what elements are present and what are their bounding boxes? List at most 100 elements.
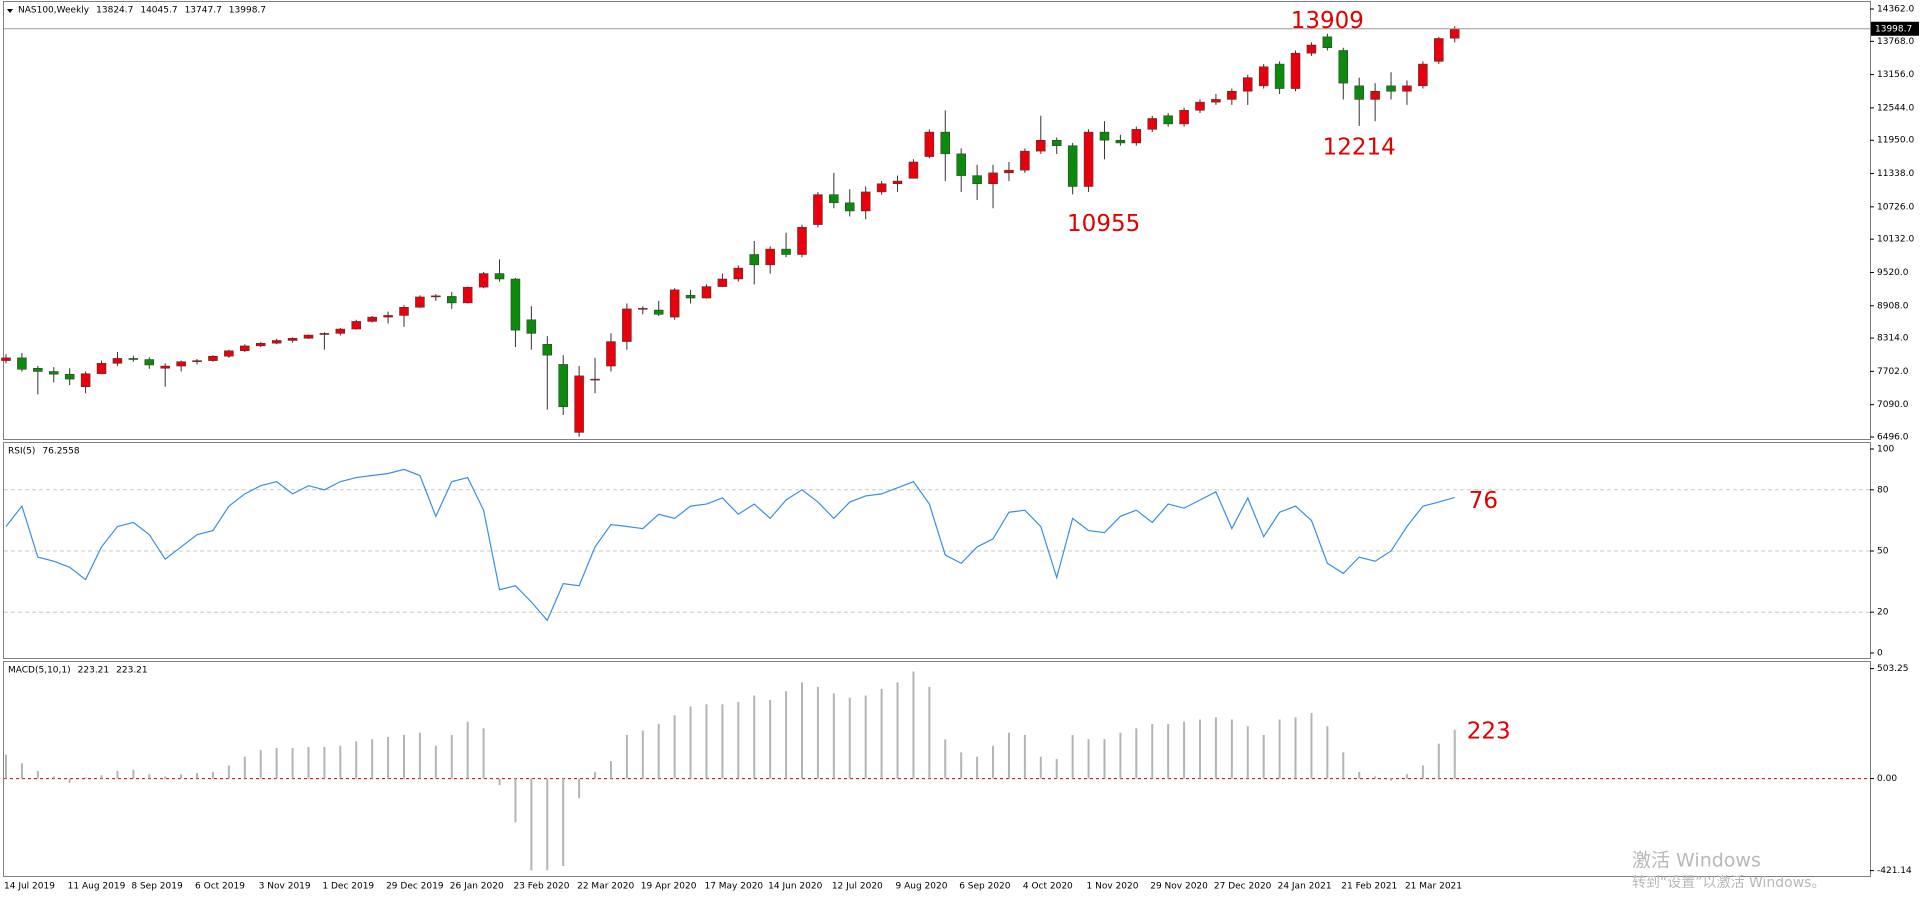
candle-body <box>1131 129 1142 144</box>
macd-bar <box>864 695 867 779</box>
y-tick-label: 10132.0 <box>1877 235 1914 245</box>
macd-bar <box>418 732 421 779</box>
macd-bar <box>1183 721 1186 779</box>
x-tick-label: 21 Feb 2021 <box>1341 882 1397 892</box>
candle-body <box>1115 139 1126 144</box>
macd-bar <box>1294 717 1297 779</box>
candle-body <box>431 295 441 298</box>
macd-bar <box>594 772 597 779</box>
candle-body <box>1099 131 1110 141</box>
candle-body <box>240 345 250 352</box>
candle-body <box>1322 36 1333 48</box>
candle-body <box>112 358 123 364</box>
candle-body <box>1227 91 1237 100</box>
x-tick-label: 21 Mar 2021 <box>1405 882 1462 892</box>
candle-body <box>1354 85 1364 100</box>
candle-body <box>303 334 314 339</box>
macd-bar <box>1326 726 1329 779</box>
macd-bar <box>1246 726 1249 779</box>
y-tick-label: 503.25 <box>1877 664 1909 674</box>
macd-bar <box>721 704 724 779</box>
macd-bar <box>609 761 612 779</box>
panel-header: 14045.7 <box>140 6 177 16</box>
candle-body <box>1274 63 1285 89</box>
candle-body <box>367 316 377 322</box>
y-tick-label: 9520.0 <box>1877 268 1909 278</box>
macd-bar <box>227 765 230 779</box>
macd-bar <box>148 774 151 779</box>
menu-icon[interactable] <box>7 9 13 13</box>
candle-body <box>1449 28 1460 39</box>
panel-header: 223.21 <box>116 666 148 676</box>
macd-bar <box>1453 729 1456 779</box>
candle-body <box>1067 145 1078 187</box>
macd-bar <box>1390 778 1393 781</box>
y-tick-label: 8908.0 <box>1877 301 1909 311</box>
x-tick-label: 1 Nov 2020 <box>1087 882 1139 892</box>
candle-body <box>255 342 266 347</box>
candle-body <box>685 295 696 299</box>
candle-body <box>908 161 919 179</box>
macd-bar <box>100 775 103 779</box>
y-tick-label: 0 <box>1877 649 1883 659</box>
candle-body <box>845 202 855 212</box>
macd-bar <box>1437 743 1440 779</box>
y-tick-label: 13156.0 <box>1877 70 1914 80</box>
macd-bar <box>1230 719 1233 779</box>
candle-body <box>208 356 218 361</box>
watermark: 激活 Windows <box>1632 850 1761 872</box>
candle-body <box>733 267 744 280</box>
candle-body <box>940 131 951 155</box>
candle-body <box>1004 169 1014 174</box>
macd-bar <box>753 695 756 779</box>
candle-body <box>622 308 632 342</box>
x-tick-label: 24 Jan 2021 <box>1278 882 1332 892</box>
y-tick-label: 10726.0 <box>1877 202 1914 212</box>
candle-body <box>80 373 91 387</box>
candle-body <box>590 378 600 381</box>
candle-body <box>860 191 871 212</box>
macd-bar <box>689 706 692 779</box>
candle-body <box>33 367 43 372</box>
annotation: 76 <box>1469 488 1498 514</box>
y-tick-label: 7702.0 <box>1877 367 1909 377</box>
macd-panel <box>3 661 1871 877</box>
candle-body <box>701 286 712 299</box>
watermark: 转到“设置”以激活 Windows。 <box>1632 874 1825 891</box>
candle-body <box>160 365 170 369</box>
macd-bar <box>387 737 390 779</box>
macd-bar <box>769 699 772 779</box>
macd-bar <box>992 745 995 779</box>
macd-bar <box>785 691 788 779</box>
macd-bar <box>68 778 71 783</box>
candle-body <box>96 363 107 374</box>
candle-body <box>669 289 680 318</box>
candle-body <box>1 357 11 361</box>
candle-body <box>1083 131 1094 187</box>
macd-bar <box>498 778 501 786</box>
candle-body <box>1386 85 1396 92</box>
candle-body <box>1051 139 1062 146</box>
macd-bar <box>641 730 644 779</box>
macd-bar <box>1278 719 1281 779</box>
macd-bar <box>5 754 7 779</box>
x-tick-label: 26 Jan 2020 <box>450 882 504 892</box>
macd-bar <box>657 723 660 779</box>
candle-body <box>351 321 361 330</box>
macd-bar <box>1007 732 1010 779</box>
macd-bar <box>132 769 135 779</box>
x-tick-label: 22 Mar 2020 <box>577 882 634 892</box>
candle-body <box>1211 99 1221 103</box>
candle-body <box>399 307 409 316</box>
macd-bar <box>259 750 262 779</box>
macd-bar <box>1167 723 1170 779</box>
macd-bar <box>530 778 533 871</box>
x-tick-label: 29 Dec 2019 <box>386 882 444 892</box>
x-tick-label: 6 Sep 2020 <box>959 882 1011 892</box>
candle-body <box>542 344 553 356</box>
macd-bar <box>880 688 883 779</box>
candle-body <box>813 194 823 225</box>
macd-bar <box>164 776 167 779</box>
macd-bar <box>896 682 899 779</box>
candle-body <box>988 172 998 185</box>
